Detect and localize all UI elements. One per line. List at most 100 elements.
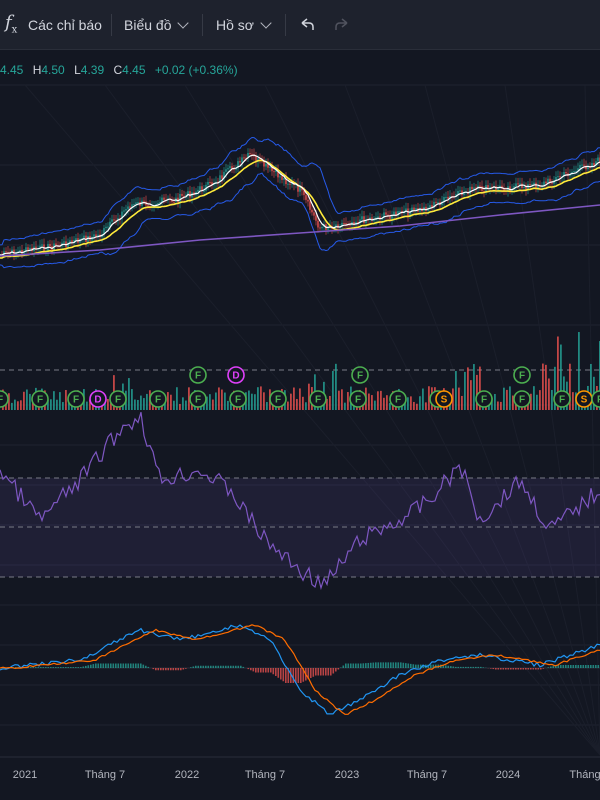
candle [181, 193, 183, 196]
bollinger-lower [0, 172, 600, 269]
candle [537, 186, 539, 189]
macd-histogram-bar [237, 665, 240, 668]
undo-icon[interactable] [298, 16, 316, 34]
candle [251, 153, 253, 155]
indicators-button[interactable]: Các chỉ báo [28, 17, 102, 33]
event-label: D [232, 371, 239, 382]
macd-histogram-bar [85, 665, 87, 668]
macd-histogram-bar [262, 668, 265, 673]
macd-histogram-bar [280, 668, 282, 680]
candle [565, 171, 567, 174]
macd-histogram-bar [442, 665, 445, 668]
macd-histogram-bar [362, 663, 365, 668]
candle [263, 160, 265, 167]
macd-histogram-bar [82, 666, 85, 668]
macd-histogram-bar [100, 663, 102, 668]
candle [25, 247, 27, 253]
macd-histogram-bar [35, 667, 37, 668]
time-axis-label: 2023 [335, 769, 359, 781]
volume-bar [590, 363, 592, 410]
macd-histogram-bar [60, 667, 62, 668]
macd-histogram-bar [207, 665, 210, 668]
candle [27, 247, 29, 251]
candle [555, 177, 557, 181]
macd-histogram-bar [467, 666, 470, 668]
candle [371, 217, 373, 221]
candle [231, 166, 233, 169]
event-label: S [441, 395, 448, 406]
candle [581, 164, 583, 166]
candle [343, 222, 345, 224]
macd-histogram-bar [330, 668, 332, 676]
chart-type-dropdown[interactable]: Biểu đồ [124, 14, 190, 36]
close-value: 4.45 [122, 63, 146, 77]
volume-bar [62, 402, 64, 410]
grid-line [184, 84, 600, 756]
macd-histogram-bar [182, 668, 185, 670]
price-pane [0, 136, 600, 269]
volume-bar [380, 390, 382, 410]
candle [135, 202, 137, 205]
candle [285, 178, 287, 185]
volume-bar [479, 366, 481, 410]
candle [535, 182, 537, 189]
candle [185, 194, 187, 197]
candle [299, 186, 301, 192]
volume-bar [266, 402, 268, 410]
volume-bar [506, 389, 508, 410]
candle [105, 226, 107, 229]
macd-histogram-bar [62, 667, 65, 668]
candle [69, 240, 71, 243]
macd-histogram-bar [255, 668, 257, 673]
profile-dropdown[interactable]: Hồ sơ [216, 14, 272, 36]
macd-histogram-bar [480, 666, 482, 668]
macd-histogram-bar [365, 663, 367, 668]
macd-histogram-bar [217, 665, 220, 668]
macd-histogram-bar [555, 665, 557, 668]
volume-bar [491, 397, 493, 410]
candle [551, 182, 553, 184]
candle [489, 186, 491, 190]
volume-bar [293, 387, 295, 410]
candle [103, 228, 105, 235]
macd-histogram-bar [102, 663, 105, 668]
volume-bar [104, 400, 106, 410]
volume-bar [164, 400, 166, 410]
volume-bar [461, 395, 463, 410]
candle [279, 176, 281, 178]
event-label: S [581, 395, 588, 406]
macd-histogram-bar [265, 668, 267, 673]
volume-bar [341, 389, 343, 410]
macd-histogram-bar [30, 667, 32, 668]
event-marker [109, 390, 127, 408]
events-layer: FDFFFFFDFFFFFFFFFSFFFSF [0, 366, 600, 408]
function-icon[interactable]: fx [5, 12, 18, 36]
candle [391, 215, 393, 219]
macd-histogram-bar [332, 668, 335, 674]
macd-histogram-bar [110, 663, 112, 668]
signal-line [0, 624, 600, 715]
macd-histogram-bar [470, 666, 472, 668]
volume-bar [14, 399, 16, 410]
candle [405, 208, 407, 212]
volume-bar [251, 393, 253, 410]
time-axis-label: 2021 [13, 769, 37, 781]
candle [517, 183, 519, 185]
macd-histogram-bar [352, 663, 355, 668]
candle [589, 167, 591, 169]
candle [413, 207, 415, 211]
macd-histogram-bar [462, 666, 465, 668]
candle [321, 226, 323, 229]
macd-histogram-bar [585, 665, 587, 668]
volume-bar [407, 397, 409, 410]
macd-histogram-bar [577, 665, 580, 668]
macd-histogram-bar [430, 664, 432, 668]
macd-histogram-bar [327, 668, 330, 676]
macd-histogram-bar [455, 666, 457, 668]
candle [281, 176, 283, 180]
macd-histogram-bar [380, 662, 382, 668]
candle [255, 156, 257, 162]
volume-bar [569, 363, 571, 410]
candle [591, 162, 593, 168]
